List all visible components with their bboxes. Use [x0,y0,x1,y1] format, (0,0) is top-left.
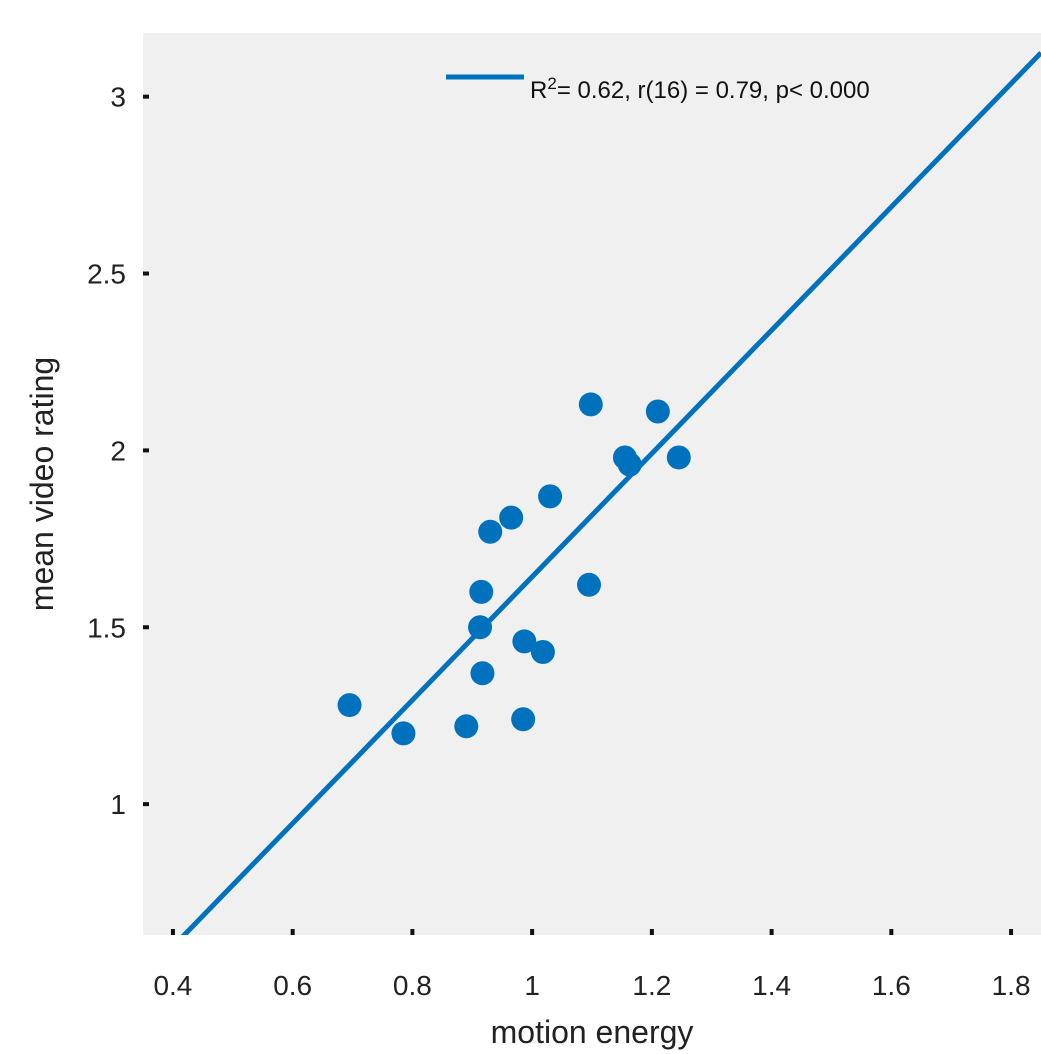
x-tick-label: 0.8 [393,970,432,1001]
regression-line [180,51,1041,935]
legend-label-suffix: = 0.62, r(16) = 0.79, p< 0.000 [557,77,870,104]
y-tick-mark [143,94,149,99]
legend: R2= 0.62, r(16) = 0.79, p< 0.000 [446,74,870,105]
y-tick-label: 3 [110,82,126,113]
y-axis-ticks: 1 1.5 2 2.5 3 [87,82,149,820]
legend-label-superscript: 2 [547,74,556,93]
legend-label-prefix: R [530,77,547,104]
y-tick-label: 2 [110,435,126,466]
data-point [577,572,602,597]
data-point [530,640,555,665]
x-tick-label: 1.2 [632,970,671,1001]
x-axis-ticks: 0.4 0.6 0.8 1 1.2 1.4 1.6 1.8 [153,929,1031,1001]
x-tick-mark [769,929,774,935]
x-tick-label: 1.4 [752,970,791,1001]
data-point [645,399,670,424]
data-point [538,484,563,509]
data-point [469,579,494,604]
x-tick-label: 1.8 [992,970,1031,1001]
x-tick-mark [170,929,175,935]
x-tick-mark [530,929,535,935]
y-tick-mark [143,271,149,276]
data-point [478,519,503,544]
x-axis-title: motion energy [491,1014,694,1050]
data-point [337,693,362,718]
y-tick-mark [143,625,149,630]
x-tick-label: 0.6 [273,970,312,1001]
y-tick-mark [143,802,149,807]
data-point [512,629,537,654]
data-point [470,661,495,686]
y-axis-title: mean video rating [24,357,60,611]
x-tick-mark [1009,929,1014,935]
y-tick-label: 1 [110,789,126,820]
data-point [666,445,691,470]
x-tick-mark [290,929,295,935]
data-point [499,505,524,530]
x-tick-label: 0.4 [153,970,192,1001]
x-tick-mark [649,929,654,935]
legend-label: R2= 0.62, r(16) = 0.79, p< 0.000 [530,74,870,105]
x-tick-mark [410,929,415,935]
y-tick-mark [143,448,149,453]
x-tick-label: 1.6 [872,970,911,1001]
data-point [511,707,536,732]
data-point [454,714,479,739]
data-point [391,721,416,746]
data-point [578,392,603,417]
y-tick-label: 2.5 [87,259,126,290]
x-tick-label: 1 [524,970,540,1001]
plot-area [143,33,1041,935]
y-tick-label: 1.5 [87,612,126,643]
x-tick-mark [889,929,894,935]
